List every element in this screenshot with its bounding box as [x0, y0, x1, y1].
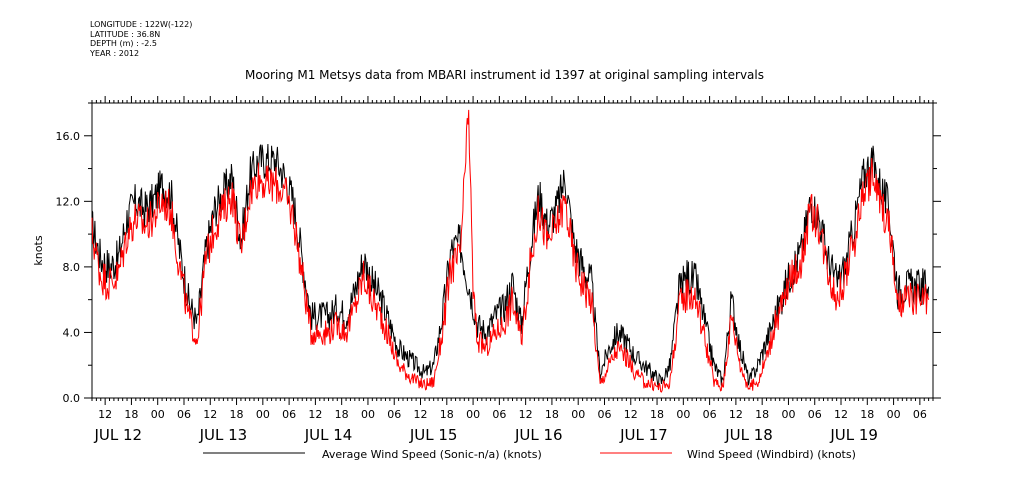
metadata-block: LONGITUDE : 122W(-122) LATITUDE : 36.8N … — [90, 20, 192, 58]
y-tick-label: 8.0 — [63, 261, 81, 274]
x-tick-label: 12 — [519, 408, 533, 421]
x-tick-label: 00 — [676, 408, 690, 421]
x-tick-label: 18 — [545, 408, 559, 421]
x-tick-label: 12 — [203, 408, 217, 421]
y-tick-label: 0.0 — [63, 392, 81, 405]
x-day-label: JUL 15 — [409, 426, 458, 444]
x-tick-label: 06 — [492, 408, 506, 421]
x-tick-label: 06 — [913, 408, 927, 421]
x-tick-label: 18 — [230, 408, 244, 421]
series-line-2 — [91, 109, 930, 393]
x-tick-label: 12 — [729, 408, 743, 421]
plot-frame — [91, 102, 934, 399]
latitude-text: LATITUDE : 36.8N — [90, 29, 161, 39]
longitude-text: LONGITUDE : 122W(-122) — [90, 20, 193, 29]
x-tick-label: 18 — [440, 408, 454, 421]
x-tick-label: 06 — [808, 408, 822, 421]
y-tick-label: 4.0 — [63, 326, 81, 339]
series-line-1 — [91, 143, 930, 386]
legend-label-1: Average Wind Speed (Sonic-n/a) (knots) — [322, 448, 542, 461]
x-tick-label: 00 — [361, 408, 375, 421]
depth-text: DEPTH (m) : -2.5 — [90, 39, 157, 49]
x-tick-label: 00 — [571, 408, 585, 421]
x-tick-label: 18 — [650, 408, 664, 421]
x-tick-label: 00 — [466, 408, 480, 421]
y-axis-label: knots — [32, 235, 45, 265]
x-tick-label: 18 — [335, 408, 349, 421]
x-tick-label: 06 — [703, 408, 717, 421]
x-tick-label: 12 — [834, 408, 848, 421]
x-day-label: JUL 17 — [619, 426, 668, 444]
x-day-label: JUL 18 — [724, 426, 773, 444]
x-day-label: JUL 13 — [199, 426, 248, 444]
x-day-label: JUL 14 — [304, 426, 353, 444]
x-tick-label: 12 — [98, 408, 112, 421]
y-tick-label: 16.0 — [56, 130, 81, 143]
x-tick-label: 12 — [414, 408, 428, 421]
x-day-label: JUL 16 — [514, 426, 563, 444]
x-tick-label: 00 — [781, 408, 795, 421]
x-tick-label: 00 — [256, 408, 270, 421]
x-tick-label: 18 — [755, 408, 769, 421]
year-text: YEAR : 2012 — [90, 48, 140, 58]
chart-title: Mooring M1 Metsys data from MBARI instru… — [245, 68, 764, 82]
x-tick-label: 06 — [282, 408, 296, 421]
x-day-label: JUL 12 — [93, 426, 142, 444]
x-tick-label: 06 — [387, 408, 401, 421]
x-tick-label: 00 — [887, 408, 901, 421]
x-tick-label: 18 — [860, 408, 874, 421]
y-tick-label: 12.0 — [56, 195, 81, 208]
x-tick-label: 06 — [177, 408, 191, 421]
x-tick-label: 18 — [124, 408, 138, 421]
x-tick-label: 00 — [151, 408, 165, 421]
x-tick-label: 12 — [308, 408, 322, 421]
x-tick-label: 06 — [597, 408, 611, 421]
legend-label-2: Wind Speed (Windbird) (knots) — [687, 448, 856, 461]
x-day-label: JUL 19 — [829, 426, 878, 444]
x-tick-label: 12 — [624, 408, 638, 421]
